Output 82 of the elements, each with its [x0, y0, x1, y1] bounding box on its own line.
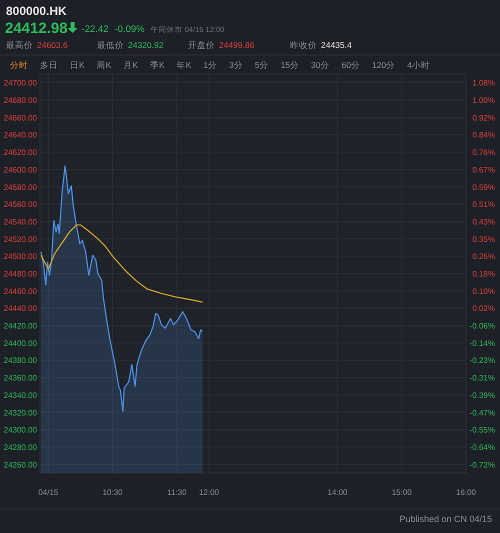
y2-tick-label: -0.55%: [470, 426, 495, 435]
text: 昨收价: [290, 40, 317, 50]
y2-tick-label: -0.23%: [470, 356, 495, 366]
y-tick-label: 24380.00: [4, 356, 38, 366]
y-tick-label: 24560.00: [4, 200, 38, 210]
x-tick-label: 16:00: [456, 488, 477, 497]
text: 年K: [176, 60, 192, 70]
y-tick-label: 24280.00: [4, 442, 38, 452]
text: 周K: [96, 60, 112, 70]
chart-title: 800000.HK: [6, 4, 68, 18]
text: 24435.4: [321, 40, 352, 50]
text: 3分: [229, 60, 243, 70]
y-tick-label: 24520.00: [4, 234, 38, 244]
text: 24320.92: [128, 40, 164, 50]
y2-tick-label: 0.92%: [472, 113, 495, 122]
y-tick-label: 24640.00: [4, 130, 38, 140]
text: 分时: [10, 60, 28, 70]
x-tick-label: 12:00: [198, 488, 220, 497]
text: 24412.98: [5, 20, 68, 37]
text: 24499.86: [219, 40, 255, 50]
y2-tick-label: -0.72%: [470, 460, 495, 470]
y2-tick-label: 0.43%: [472, 217, 495, 226]
y2-tick-label: -0.39%: [470, 390, 495, 400]
y-tick-label: 24300.00: [4, 426, 38, 435]
y-tick-label: 24500.00: [4, 252, 38, 262]
y-tick-label: 24680.00: [4, 96, 38, 106]
y2-tick-label: -0.06%: [470, 322, 495, 331]
y-tick-label: 24320.00: [4, 408, 38, 418]
y2-tick-label: 0.51%: [472, 200, 495, 210]
y-tick-label: 24460.00: [4, 286, 38, 296]
text: 月K: [123, 60, 138, 70]
y-tick-label: 24700.00: [4, 78, 38, 88]
x-tick-label: 10:30: [102, 488, 124, 497]
text: 60分: [342, 60, 360, 70]
y-tick-label: 24440.00: [4, 304, 38, 314]
line-series: [40, 224, 204, 303]
text: 5分: [254, 60, 269, 70]
y2-tick-label: 0.10%: [472, 286, 495, 296]
y2-tick-label: 0.35%: [472, 234, 495, 244]
y-tick-label: 24260.00: [4, 460, 38, 470]
text: 开盘价: [188, 40, 215, 50]
text: -0.09%: [114, 24, 146, 35]
text: 多日: [40, 60, 58, 70]
y2-tick-label: 0.26%: [472, 252, 495, 262]
y2-tick-label: 0.59%: [472, 182, 495, 192]
text: 120分: [372, 60, 396, 70]
text: 24603.6: [37, 40, 68, 50]
y2-tick-label: -0.47%: [470, 408, 495, 418]
y2-tick-label: 0.84%: [472, 130, 495, 140]
y2-tick-label: 0.02%: [472, 304, 495, 314]
y-tick-label: 24360.00: [4, 374, 38, 383]
y-tick-label: 24400.00: [4, 338, 38, 348]
text: 日K: [70, 60, 85, 70]
text: Published on CN 04/15: [399, 514, 492, 524]
y2-tick-label: 0.76%: [472, 148, 495, 158]
y2-tick-label: -0.14%: [470, 338, 495, 348]
text: 最高价: [6, 40, 33, 50]
x-tick-label: 15:00: [392, 488, 412, 497]
x-tick-label: 04/15: [38, 488, 59, 497]
x-tick-label: 14:00: [327, 488, 348, 497]
x-tick-label: 11:30: [167, 488, 188, 497]
y-tick-label: 24340.00: [4, 390, 38, 400]
y-tick-label: 24420.00: [4, 322, 38, 331]
y-tick-label: 24600.00: [4, 165, 38, 174]
text: 15分: [280, 60, 300, 70]
y2-tick-label: -0.64%: [470, 442, 495, 452]
y2-tick-label: 1.00%: [472, 96, 495, 106]
y-tick-label: 24580.00: [4, 182, 38, 192]
text: 季K: [150, 60, 166, 70]
y-tick-label: 24540.00: [4, 217, 38, 226]
y-tick-label: 24620.00: [4, 148, 38, 158]
text: -22.42: [82, 24, 109, 35]
text: 4小时: [407, 60, 430, 70]
text: 最低价: [97, 40, 124, 50]
y2-tick-label: 1.08%: [472, 78, 495, 88]
y2-tick-label: 0.18%: [472, 270, 495, 279]
text: 30分: [311, 60, 330, 70]
y-tick-label: 24660.00: [4, 113, 38, 122]
text: 1分: [203, 60, 218, 70]
y2-tick-label: -0.31%: [470, 374, 495, 383]
y-tick-label: 24480.00: [4, 270, 38, 278]
y2-tick-label: 0.67%: [472, 165, 495, 174]
